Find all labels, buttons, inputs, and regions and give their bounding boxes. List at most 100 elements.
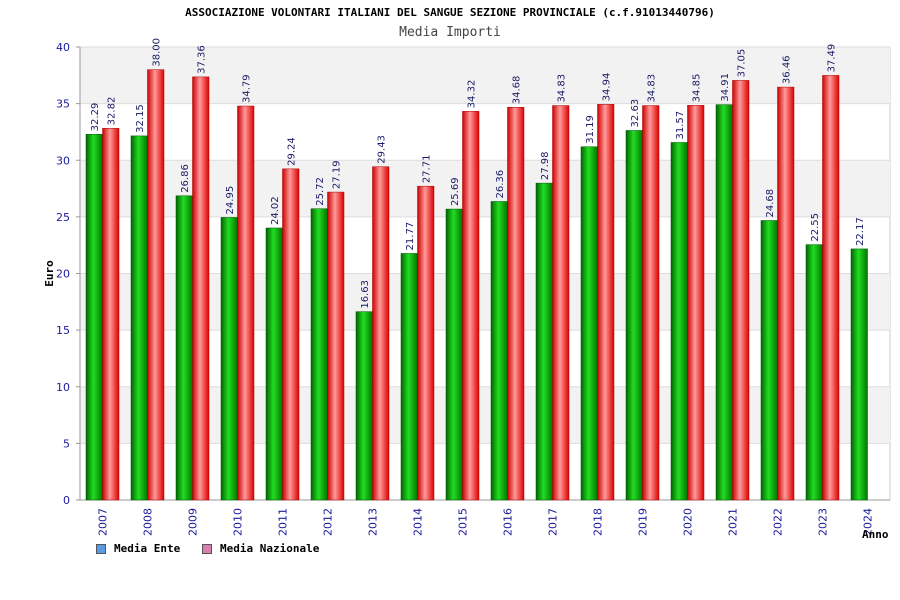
y-tick-label: 15 xyxy=(56,324,70,337)
bar xyxy=(580,146,598,501)
bar xyxy=(535,182,553,501)
data-label: 27.19 xyxy=(332,160,343,189)
x-tick-label: 2022 xyxy=(772,508,785,536)
x-tick-label: 2007 xyxy=(97,508,110,536)
chart-title: ASSOCIAZIONE VOLONTARI ITALIANI DEL SANG… xyxy=(185,6,715,19)
data-label: 31.19 xyxy=(585,115,596,144)
data-label: 24.95 xyxy=(225,186,236,215)
bar xyxy=(220,217,238,501)
y-tick-label: 40 xyxy=(56,41,70,54)
data-label: 37.49 xyxy=(827,44,838,73)
data-label: 27.98 xyxy=(540,151,551,180)
y-tick-label: 10 xyxy=(56,381,70,394)
data-label: 16.63 xyxy=(360,280,371,309)
x-tick-label: 2020 xyxy=(682,508,695,536)
x-tick-label: 2008 xyxy=(142,508,155,536)
data-label: 37.36 xyxy=(197,45,208,74)
x-tick-label: 2017 xyxy=(547,508,560,536)
data-label: 26.36 xyxy=(495,170,506,199)
legend-swatch-media-ente xyxy=(96,543,106,554)
data-label: 34.91 xyxy=(720,73,731,102)
x-tick-label: 2018 xyxy=(592,508,605,536)
data-label: 32.29 xyxy=(90,103,101,132)
data-label: 32.82 xyxy=(107,97,118,126)
bar xyxy=(552,105,570,501)
bar xyxy=(192,76,210,501)
x-tick-label: 2009 xyxy=(187,508,200,536)
bar xyxy=(310,208,328,501)
bar xyxy=(642,105,660,501)
bar xyxy=(372,166,390,501)
bar xyxy=(85,134,103,501)
bar xyxy=(625,130,643,501)
bar xyxy=(265,227,283,501)
bar xyxy=(400,253,418,501)
data-label: 34.94 xyxy=(602,73,613,102)
data-label: 27.71 xyxy=(422,155,433,184)
x-tick-label: 2024 xyxy=(862,508,875,536)
data-label: 34.85 xyxy=(692,74,703,103)
data-label: 29.43 xyxy=(377,135,388,164)
grid-band xyxy=(80,386,890,444)
x-tick-label: 2019 xyxy=(637,508,650,536)
data-label: 34.83 xyxy=(647,74,658,103)
data-label: 25.69 xyxy=(450,177,461,206)
y-tick-label: 30 xyxy=(56,154,70,167)
y-tick-label: 5 xyxy=(63,437,70,450)
y-tick-label: 0 xyxy=(63,494,70,507)
bar xyxy=(102,128,120,501)
data-label: 31.57 xyxy=(675,111,686,140)
bar xyxy=(130,135,148,501)
data-label: 32.15 xyxy=(135,104,146,133)
data-label: 24.68 xyxy=(765,189,776,218)
bar xyxy=(327,191,345,501)
x-tick-label: 2016 xyxy=(502,508,515,536)
bar xyxy=(850,248,868,501)
data-label: 22.17 xyxy=(855,217,866,246)
data-label: 32.63 xyxy=(630,99,641,128)
bar xyxy=(462,111,480,501)
x-tick-label: 2011 xyxy=(277,508,290,536)
x-tick-label: 2013 xyxy=(367,508,380,536)
bar xyxy=(147,69,165,501)
bar xyxy=(597,104,615,501)
x-tick-label: 2015 xyxy=(457,508,470,536)
bar xyxy=(490,201,508,501)
x-axis-label: Anno xyxy=(862,528,889,541)
grid-band xyxy=(80,160,890,217)
y-tick-label: 20 xyxy=(56,268,70,281)
bar xyxy=(355,311,373,501)
data-label: 21.77 xyxy=(405,222,416,251)
bar xyxy=(417,185,435,501)
y-tick-label: 35 xyxy=(56,98,70,111)
bar xyxy=(687,105,705,501)
bar xyxy=(237,105,255,501)
bar xyxy=(445,208,463,501)
x-tick-label: 2014 xyxy=(412,508,425,536)
data-label: 34.32 xyxy=(467,80,478,109)
data-label: 25.72 xyxy=(315,177,326,206)
data-label: 22.55 xyxy=(810,213,821,242)
legend-label-media-nazionale: Media Nazionale xyxy=(220,542,320,555)
bar xyxy=(715,104,733,501)
y-tick-label: 25 xyxy=(56,211,70,224)
legend-label-media-ente: Media Ente xyxy=(114,542,181,555)
legend-item-media-nazionale: Media Nazionale xyxy=(202,542,319,555)
data-label: 24.02 xyxy=(270,196,281,225)
data-label: 38.00 xyxy=(152,38,163,67)
x-tick-label: 2012 xyxy=(322,508,335,536)
bar xyxy=(175,195,193,501)
legend-item-media-ente: Media Ente xyxy=(96,542,180,555)
x-tick-label: 2010 xyxy=(232,508,245,536)
bar xyxy=(760,220,778,501)
data-label: 34.79 xyxy=(242,74,253,103)
bar xyxy=(805,244,823,501)
bar xyxy=(822,75,840,501)
bar xyxy=(777,86,795,501)
data-label: 29.24 xyxy=(287,137,298,166)
data-label: 36.46 xyxy=(782,55,793,84)
y-axis-label: Euro xyxy=(43,260,56,287)
x-tick-label: 2023 xyxy=(817,508,830,536)
bar xyxy=(732,80,750,501)
